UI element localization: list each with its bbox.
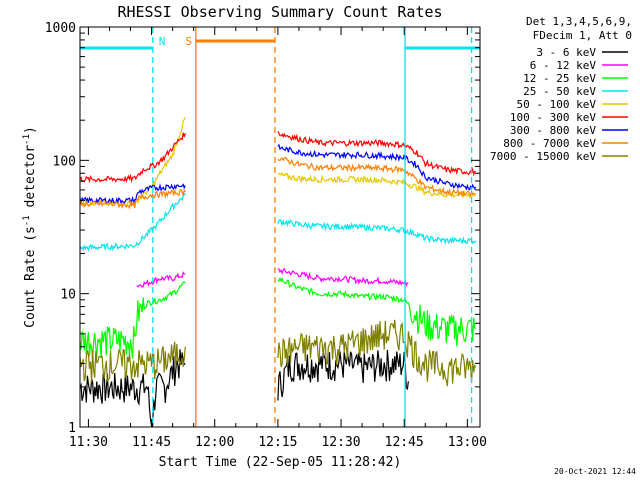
x-axis-label: Start Time (22-Sep-05 11:28:42) [159,455,402,470]
series-line [79,281,186,359]
chart-title: RHESSI Observing Summary Count Rates [117,3,442,21]
x-tick-label: 12:15 [258,435,297,450]
series-800-7000-keVkev [79,156,476,210]
series-300-800-keVkev [79,143,477,206]
annotation-label: S [185,35,192,48]
y-tick-label: 1 [68,421,76,436]
legend-item-label: 7000 - 15000 keV [490,150,596,163]
annotation-label: N [159,35,166,48]
legend-item-label: 25 - 50 keV [523,85,596,98]
series-line [277,267,409,288]
series-line [79,183,186,206]
timestamp: 20-Oct-2021 12:44 [554,467,636,476]
plot-frame [79,26,481,428]
series-line [277,131,476,177]
y-axis-label-sup2: -1 [22,134,32,145]
y-axis-label-sup1: -1 [22,215,32,226]
y-tick-label: 100 [53,154,76,169]
series-line [277,156,476,197]
legend-item-label: 300 - 800 keV [510,124,596,137]
series-6-12-keVkev [136,267,409,288]
series-line [277,319,477,387]
series-line [79,341,186,383]
x-axis: 11:30 11:45 12:00 12:15 12:30 12:45 13:00 [69,27,487,450]
legend-header-detectors: Det 1,3,4,5,6,9, [526,15,632,28]
y-tick-label: 1000 [45,21,76,36]
y-axis-label: Count Rate (s-1 detector-1) [22,126,38,328]
legend-item-label: 6 - 12 keV [530,59,597,72]
legend: Det 1,3,4,5,6,9, FDecim 1, Att 0 3 - 6 k… [490,15,632,163]
legend-item-label: 800 - 7000 keV [503,137,596,150]
series-25-50-keVkev [79,192,477,252]
legend-item-label: 3 - 6 keV [536,46,596,59]
x-tick-label: 11:30 [69,435,108,450]
x-tick-label: 13:00 [448,435,487,450]
series-line [79,349,186,427]
series-line [277,218,477,246]
legend-header-decimation: FDecim 1, Att 0 [533,29,632,42]
x-tick-label: 12:45 [385,435,424,450]
series-line [277,143,477,191]
series-line [79,132,186,184]
y-axis-label-main: Count Rate (s [23,226,38,328]
legend-item-label: 100 - 300 keV [510,111,596,124]
series-line [277,276,476,347]
series-line [79,192,186,252]
y-tick-label: 10 [60,288,76,303]
series-7000-15000-keVkev [79,319,477,387]
series-100-300-keVkev [79,131,476,184]
series-3-6-keVkev [79,349,409,427]
legend-item-label: 50 - 100 keV [517,98,597,111]
x-tick-label: 11:45 [132,435,171,450]
y-axis-label-end: ) [23,126,38,134]
series-line [277,171,476,199]
series-line [136,271,186,288]
y-axis-label-mid: detector [23,145,38,216]
series-line [79,188,186,210]
series-12-25-keVkev [79,276,476,359]
x-tick-label: 12:00 [195,435,234,450]
x-tick-label: 12:30 [321,435,360,450]
y-axis: 1 10 100 1000 [45,21,480,436]
series-line [277,350,409,401]
legend-item-label: 12 - 25 keV [523,72,596,85]
